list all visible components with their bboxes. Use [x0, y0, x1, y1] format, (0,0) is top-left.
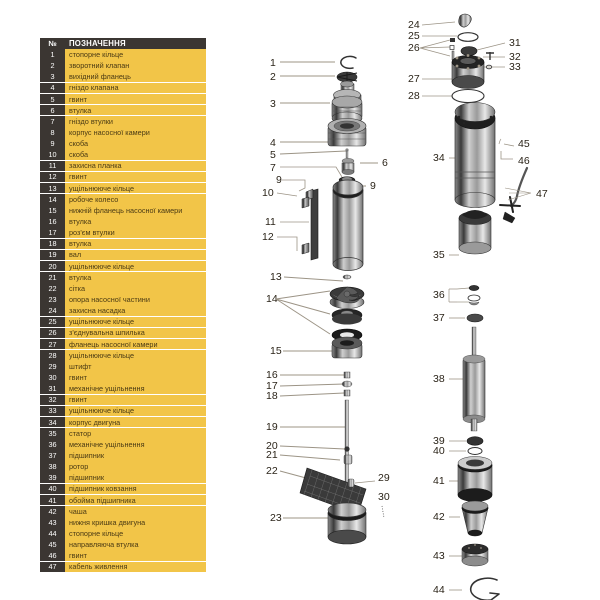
svg-text:44: 44: [433, 584, 445, 596]
svg-text:31: 31: [509, 37, 521, 49]
svg-text:22: 22: [266, 465, 278, 477]
svg-text:9: 9: [370, 180, 376, 192]
svg-text:36: 36: [433, 289, 445, 301]
svg-text:45: 45: [518, 138, 530, 150]
svg-text:19: 19: [266, 421, 278, 433]
svg-text:47: 47: [536, 188, 548, 200]
svg-text:43: 43: [433, 550, 445, 562]
svg-text:13: 13: [270, 271, 282, 283]
svg-text:9: 9: [276, 174, 282, 186]
svg-text:33: 33: [509, 61, 521, 73]
svg-text:46: 46: [518, 155, 530, 167]
svg-text:35: 35: [433, 249, 445, 261]
svg-text:15: 15: [270, 345, 282, 357]
svg-text:11: 11: [265, 216, 276, 228]
svg-text:26: 26: [408, 42, 420, 54]
svg-text:18: 18: [266, 390, 278, 402]
svg-text:5: 5: [270, 149, 276, 161]
svg-text:41: 41: [433, 475, 445, 487]
svg-text:28: 28: [408, 90, 420, 102]
svg-text:4: 4: [270, 137, 276, 149]
svg-text:2: 2: [270, 71, 276, 83]
svg-text:1: 1: [270, 57, 276, 69]
svg-text:30: 30: [378, 491, 390, 503]
svg-text:38: 38: [433, 373, 445, 385]
svg-text:23: 23: [270, 512, 282, 524]
svg-text:40: 40: [433, 445, 445, 457]
svg-text:37: 37: [433, 312, 445, 324]
svg-text:25: 25: [408, 30, 420, 42]
svg-text:6: 6: [382, 157, 388, 169]
svg-text:42: 42: [433, 511, 445, 523]
svg-text:34: 34: [433, 152, 445, 164]
svg-text:27: 27: [408, 73, 420, 85]
svg-text:3: 3: [270, 98, 276, 110]
svg-text:21: 21: [266, 449, 278, 461]
svg-text:29: 29: [378, 472, 390, 484]
svg-text:7: 7: [270, 162, 276, 174]
svg-text:10: 10: [262, 187, 274, 199]
svg-text:12: 12: [262, 231, 274, 243]
